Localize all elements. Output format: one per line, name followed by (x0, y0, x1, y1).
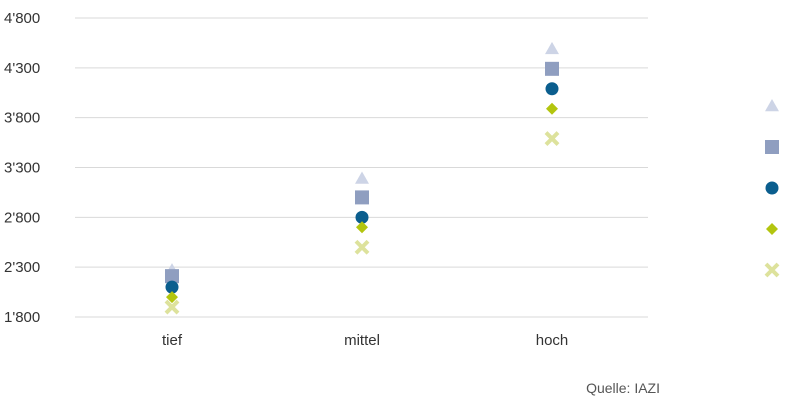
x-axis: tief mittel hoch (162, 332, 568, 349)
data-point (545, 41, 559, 55)
data-point (166, 291, 178, 304)
y-tick-label: 4'800 (4, 10, 40, 27)
data-point (355, 210, 369, 224)
y-tick-label: 3'800 (4, 110, 40, 127)
data-point (545, 82, 559, 96)
x-tick-label: mittel (344, 332, 380, 349)
legend-marker (765, 140, 779, 154)
y-tick-label: 4'300 (4, 60, 40, 77)
y-axis: 1'800 2'300 2'800 3'300 3'800 4'300 4'800 (4, 10, 40, 326)
legend-marker (765, 181, 779, 195)
y-tick-label: 2'800 (4, 209, 40, 226)
data-point (544, 131, 560, 147)
y-tick-label: 3'300 (4, 160, 40, 177)
data-point (355, 171, 369, 184)
gridlines (75, 17, 648, 318)
data-points (164, 41, 560, 315)
data-point (545, 61, 559, 76)
data-point (165, 269, 179, 284)
legend-marker (764, 262, 780, 278)
data-point (356, 221, 368, 234)
source-note: Quelle: IAZI (586, 380, 660, 396)
data-point (546, 102, 558, 115)
x-tick-label: hoch (536, 332, 569, 349)
data-point (354, 239, 370, 255)
x-tick-label: tief (162, 332, 183, 349)
legend-marker (766, 223, 778, 235)
legend-marker (765, 99, 779, 112)
legend (764, 99, 780, 278)
data-point (165, 280, 179, 294)
data-point (355, 190, 369, 205)
y-tick-label: 2'300 (4, 259, 40, 276)
y-tick-label: 1'800 (4, 309, 40, 326)
data-point (164, 299, 180, 315)
